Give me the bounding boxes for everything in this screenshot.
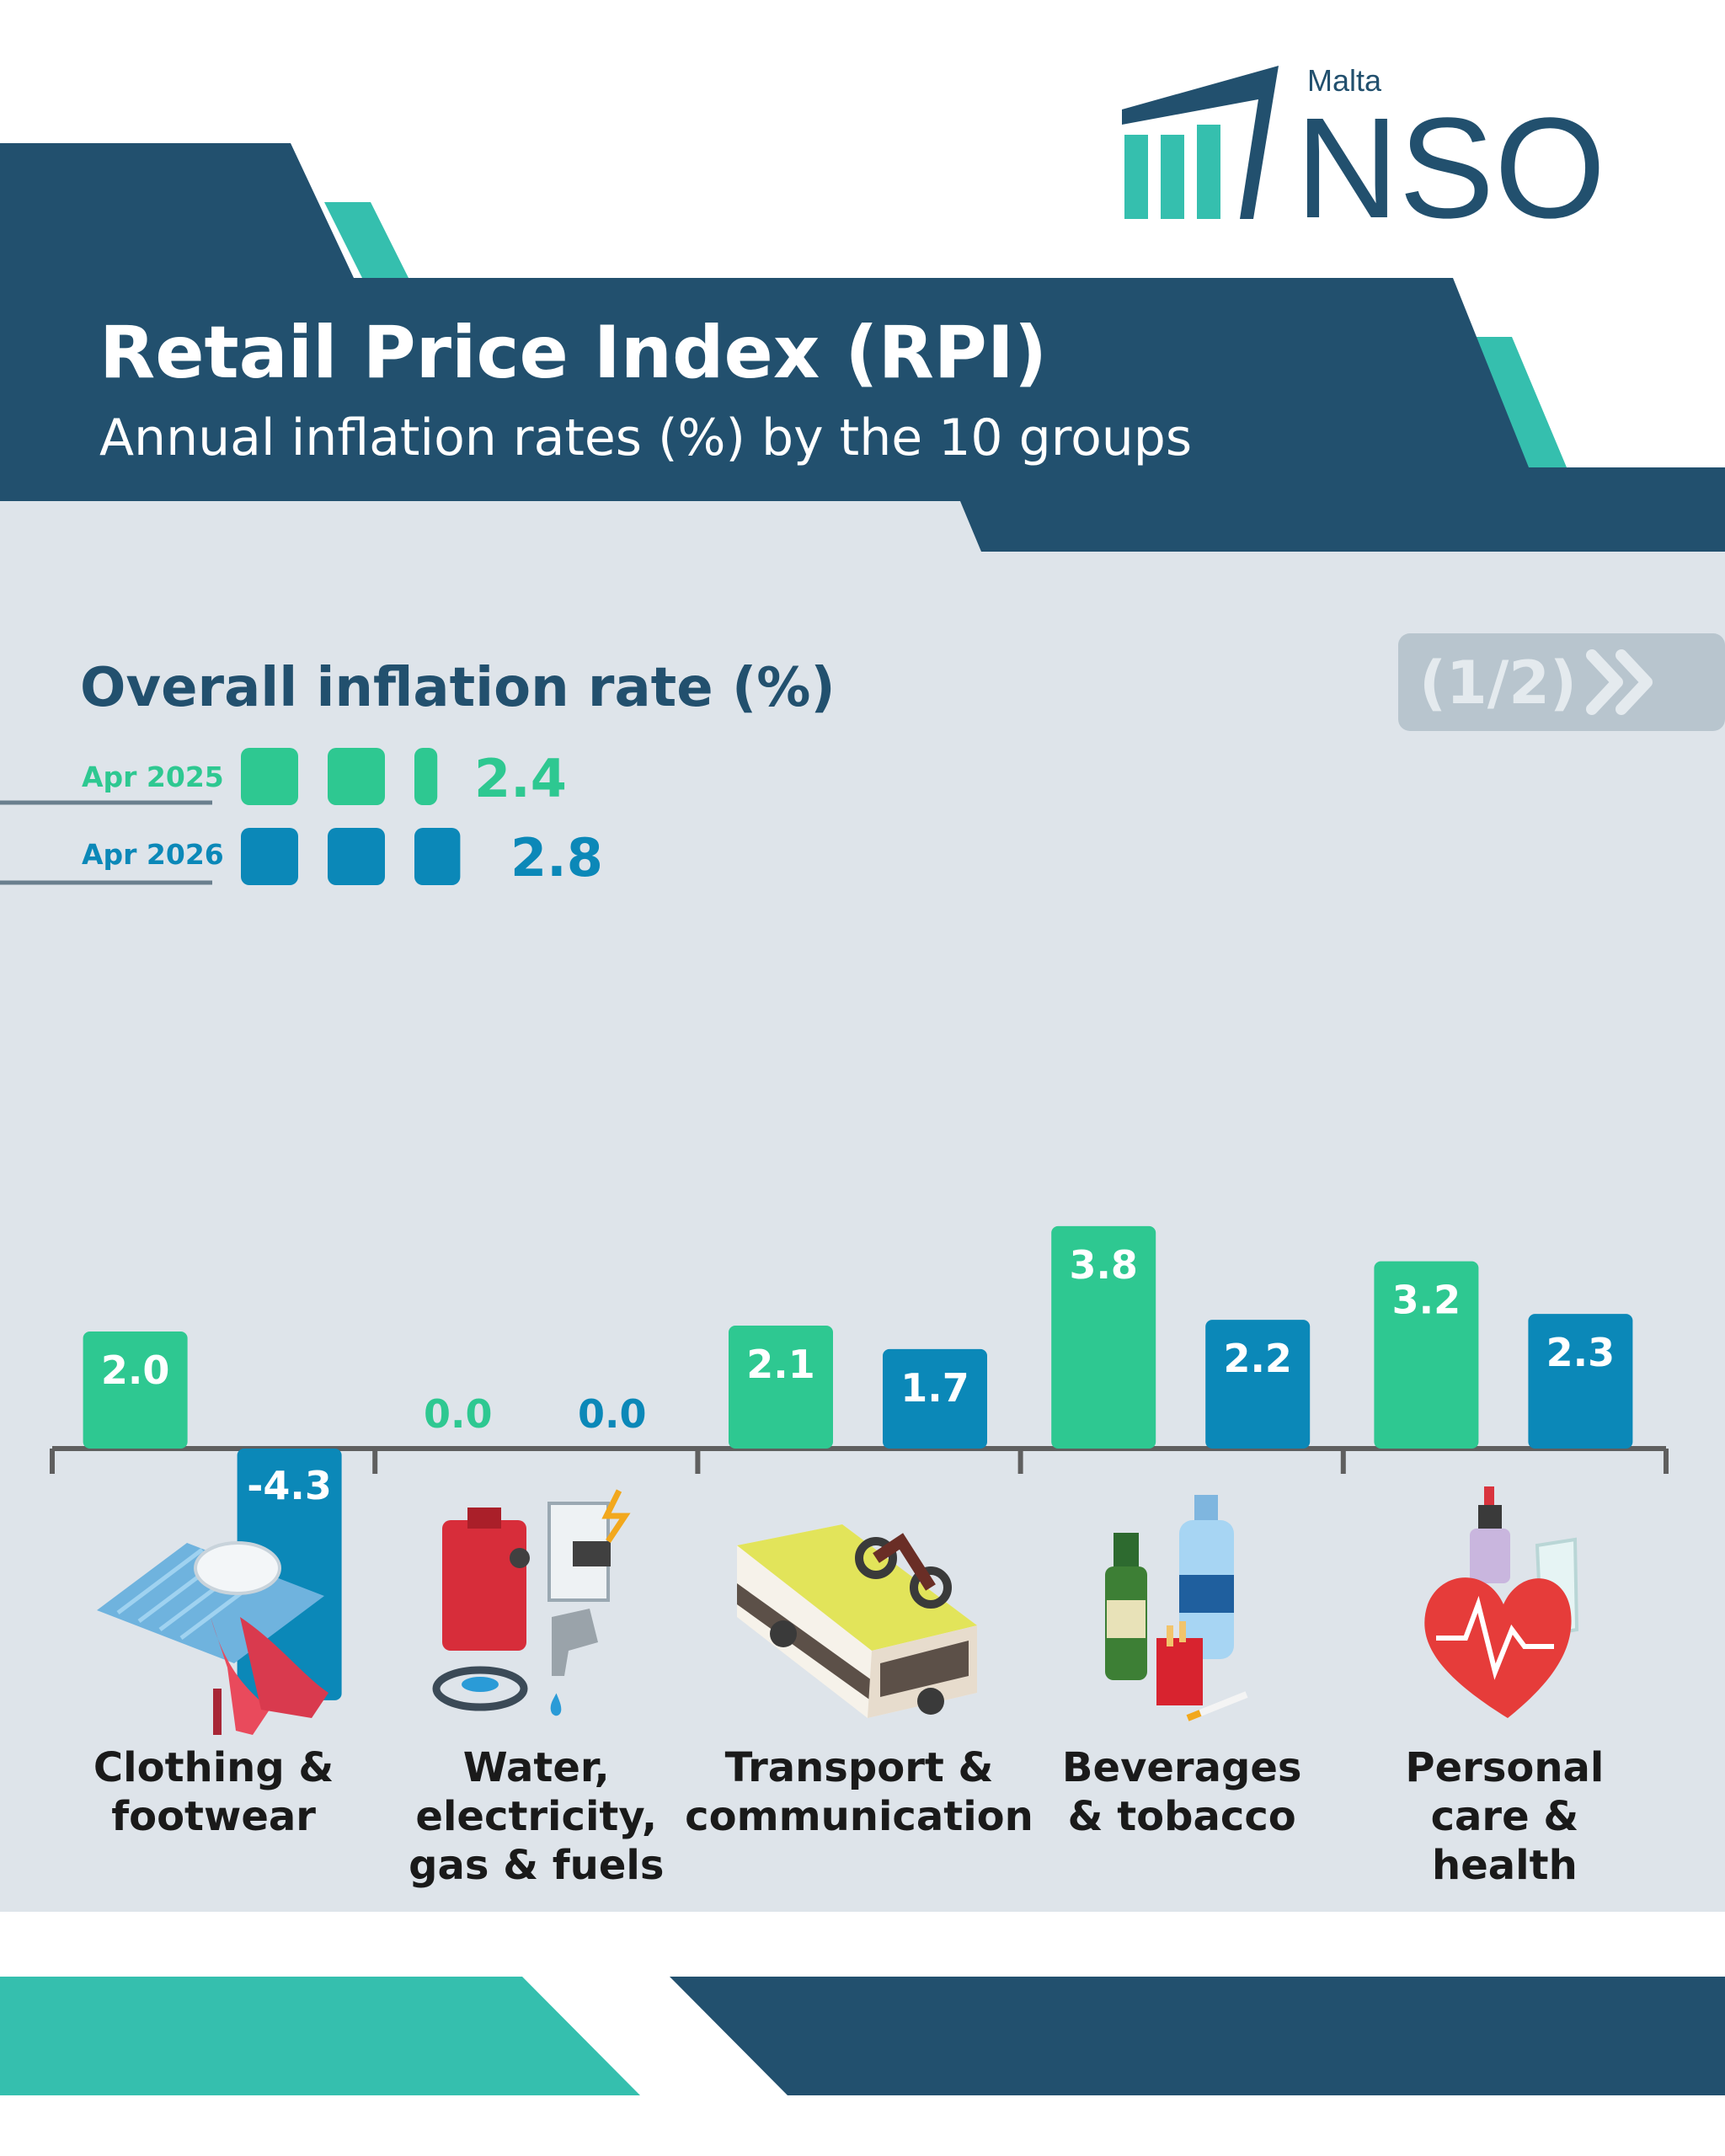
category-label: Clothing & <box>93 1744 334 1791</box>
bar <box>1374 1261 1479 1449</box>
category-label: care & <box>1431 1793 1579 1840</box>
category-label: Personal <box>1405 1744 1604 1791</box>
page-title: Retail Price Index (RPI) <box>99 311 1047 395</box>
category-label: & tobacco <box>1068 1793 1296 1840</box>
utilities-icon <box>432 1489 631 1716</box>
heart-and-cosmetics-icon <box>1424 1486 1579 1718</box>
bar <box>729 1326 833 1449</box>
logo-bar <box>1124 135 1148 219</box>
legend-label-2026: Apr 2026 <box>82 838 224 871</box>
overall-title: Overall inflation rate (%) <box>80 657 836 719</box>
overall-block <box>241 748 298 805</box>
bar-value-label: 3.8 <box>1069 1242 1138 1288</box>
category-label: footwear <box>111 1793 316 1840</box>
pager-background <box>1398 633 1725 731</box>
pager-button[interactable]: (1/2) <box>1398 633 1725 731</box>
bus-and-motorbike-icon <box>737 1524 977 1718</box>
bar-value-label: 2.3 <box>1546 1330 1616 1375</box>
logo-name: NSO <box>1295 88 1605 248</box>
nso-logo: Malta NSO <box>1122 63 1605 248</box>
overall-block <box>414 748 438 805</box>
page-subtitle: Annual inflation rates (%) by the 10 gro… <box>99 408 1192 467</box>
bar <box>83 1331 188 1449</box>
legend-label-2025: Apr 2025 <box>82 760 224 793</box>
category-label: health <box>1432 1842 1578 1889</box>
bar-value-label: 3.2 <box>1392 1278 1461 1323</box>
logo-bar <box>1161 135 1184 219</box>
overall-block <box>241 828 298 885</box>
overall-block <box>328 828 385 885</box>
bar-value-label: 2.2 <box>1223 1336 1292 1381</box>
overall-block <box>414 828 461 885</box>
bar-value-label: 2.1 <box>746 1342 815 1387</box>
footer-navy-stripe <box>670 1977 1725 2095</box>
double-chevron-right-icon <box>1586 649 1653 715</box>
bar-value-label: 1.7 <box>900 1365 969 1411</box>
shoes-and-clothing-icon <box>97 1541 328 1735</box>
bar <box>1528 1314 1633 1449</box>
category-label: electricity, <box>415 1793 657 1840</box>
overall-value-2025: 2.4 <box>474 748 567 809</box>
category-label: communication <box>685 1793 1033 1840</box>
overall-value-2026: 2.8 <box>510 827 603 889</box>
category-label: Transport & <box>725 1744 994 1791</box>
footer-teal-stripe <box>0 1977 640 2095</box>
category-label: Beverages <box>1062 1744 1302 1791</box>
category-label: Water, <box>463 1744 610 1791</box>
pager-label: (1/2) <box>1419 648 1577 718</box>
bar-value-label: 0.0 <box>578 1391 647 1437</box>
bar <box>883 1348 987 1449</box>
overall-block <box>328 748 385 805</box>
logo-bar <box>1197 125 1220 219</box>
bar-value-label: 0.0 <box>424 1391 493 1437</box>
bar <box>1205 1320 1311 1449</box>
bar <box>1051 1225 1156 1449</box>
bottles-and-cigarettes-icon <box>1105 1495 1248 1721</box>
bar-value-label: -4.3 <box>247 1463 332 1508</box>
logo-arrow <box>1122 66 1279 219</box>
header-banner <box>0 143 1725 552</box>
overall-blocks <box>241 748 461 885</box>
header-teal-accent <box>324 202 409 278</box>
category-label: gas & fuels <box>409 1842 664 1889</box>
bar-value-label: 2.0 <box>101 1348 170 1393</box>
logo-country: Malta <box>1307 63 1382 98</box>
